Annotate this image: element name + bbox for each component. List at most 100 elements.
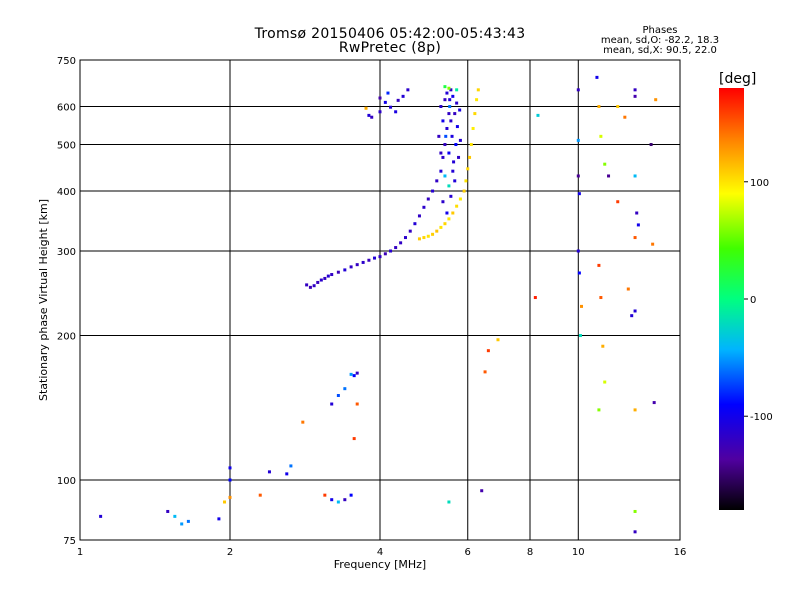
x-tick-label: 2: [227, 547, 233, 558]
echo-point: [480, 489, 484, 493]
y-tick-label: 600: [57, 103, 76, 114]
echo-point: [473, 112, 477, 116]
echo-point: [445, 91, 449, 95]
echo-point: [370, 115, 374, 119]
x-tick-label: 8: [527, 547, 533, 558]
echo-point: [447, 112, 451, 116]
echo-point: [649, 143, 653, 147]
echo-point: [455, 125, 459, 129]
echo-point: [578, 334, 582, 338]
echo-point: [367, 258, 371, 262]
echo-point: [422, 236, 426, 240]
echo-point: [426, 234, 430, 238]
echo-point: [173, 514, 177, 518]
echo-point: [636, 223, 640, 227]
echo-point: [635, 211, 639, 215]
echo-point: [536, 113, 540, 117]
echo-point: [453, 112, 457, 116]
echo-point: [483, 370, 487, 374]
echo-point: [450, 134, 454, 138]
echo-point: [349, 265, 353, 269]
echo-point: [166, 509, 170, 513]
echo-point: [99, 514, 103, 518]
echo-point: [305, 283, 309, 287]
colorbar-tick-label: 100: [750, 178, 769, 189]
echo-point: [389, 249, 393, 253]
y-tick-label: 100: [57, 476, 76, 487]
echo-point: [355, 402, 359, 406]
echo-point: [396, 98, 400, 102]
echo-point: [417, 214, 421, 218]
echo-point: [289, 464, 293, 468]
echo-point: [228, 495, 232, 499]
echo-point: [355, 263, 359, 267]
echo-point: [439, 151, 443, 155]
echo-point: [417, 237, 421, 241]
echo-point: [458, 197, 462, 201]
stats-x-mode: mean, sd,X: 90.5, 22.0: [603, 45, 717, 56]
echo-point: [394, 246, 398, 250]
echo-point: [349, 372, 353, 376]
echo-point: [217, 517, 221, 521]
echo-point: [228, 466, 232, 470]
echo-point: [597, 105, 601, 109]
echo-point: [394, 110, 398, 114]
echo-point: [576, 138, 580, 142]
echo-point: [576, 249, 580, 253]
echo-point: [399, 241, 403, 245]
y-tick-label: 75: [63, 536, 76, 547]
echo-point: [437, 134, 441, 138]
y-tick-label: 200: [57, 332, 76, 343]
chart-title: Tromsø 20150406 05:42:00-05:43:43: [254, 26, 526, 42]
echo-point: [343, 498, 347, 502]
echo-point: [443, 143, 447, 147]
echo-point: [323, 493, 327, 497]
echo-point: [633, 408, 637, 412]
echo-point: [422, 205, 426, 209]
echo-point: [633, 88, 637, 92]
echo-point: [383, 100, 387, 104]
x-tick-label: 10: [572, 547, 585, 558]
echo-point: [441, 155, 445, 159]
echo-point: [451, 94, 455, 98]
echo-point: [630, 314, 634, 318]
echo-point: [373, 256, 377, 260]
echo-point: [426, 197, 430, 201]
echo-point: [378, 96, 382, 100]
echo-point: [443, 222, 447, 226]
echo-point: [464, 179, 468, 183]
echo-point: [447, 500, 451, 504]
echo-point: [603, 380, 607, 384]
echo-point: [651, 242, 655, 246]
echo-point: [285, 472, 289, 476]
echo-point: [496, 338, 500, 342]
echo-point: [443, 174, 447, 178]
echo-point: [597, 263, 601, 267]
echo-point: [431, 232, 435, 236]
echo-point: [435, 179, 439, 183]
echo-point: [336, 270, 340, 274]
echo-point: [443, 98, 447, 102]
echo-point: [343, 268, 347, 272]
echo-point: [352, 437, 356, 441]
echo-point: [447, 151, 451, 155]
echo-point: [603, 162, 607, 166]
echo-point: [361, 260, 365, 264]
echo-point: [323, 276, 327, 280]
echo-point: [448, 105, 452, 109]
echo-point: [349, 493, 353, 497]
colorbar: [719, 88, 744, 510]
echo-point: [355, 371, 359, 375]
x-axis-label: Frequency [MHz]: [334, 558, 426, 571]
echo-point: [258, 493, 262, 497]
echo-point: [457, 155, 461, 159]
echo-point: [626, 287, 630, 291]
echo-point: [445, 126, 449, 130]
echo-point: [228, 478, 232, 482]
stats-o-mode: mean, sd,O: -82.2, 18.3: [600, 35, 720, 46]
chart-subtitle: RwPretec (8p): [338, 40, 442, 56]
echo-point: [383, 252, 387, 256]
echo-point: [455, 101, 459, 105]
